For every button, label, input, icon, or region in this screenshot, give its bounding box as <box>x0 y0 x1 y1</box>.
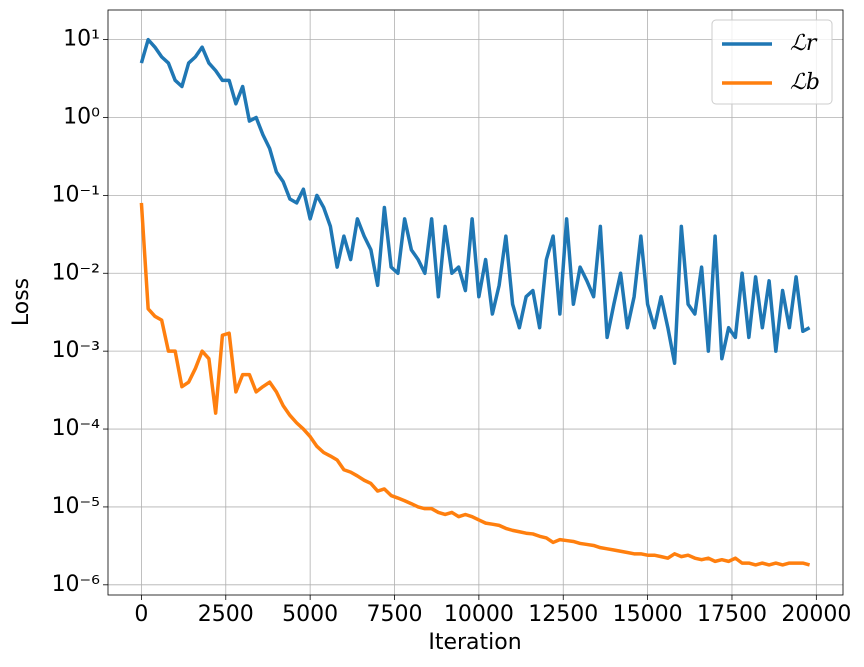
grid: 0 2500 5000 7500 10000 12500 15000 17500 20000 10… <box>52 10 851 627</box>
legend-label: ℒr <box>790 31 818 56</box>
legend: ℒr ℒb <box>711 19 833 105</box>
y-tick-label: 10⁻² <box>52 260 100 285</box>
x-tick-label: 0 <box>134 602 148 627</box>
x-tick-label: 20000 <box>781 602 851 627</box>
y-tick-label: 10⁻¹ <box>52 182 100 207</box>
axes-frame <box>107 9 844 596</box>
data-line <box>139 37 811 365</box>
x-tick-label: 12500 <box>528 602 598 627</box>
y-tick-label: 10⁻³ <box>52 338 100 363</box>
x-tick-label: 2500 <box>198 602 254 627</box>
y-axis-label: Loss <box>9 278 34 326</box>
y-tick-label: 10¹ <box>63 27 100 52</box>
plot-area <box>139 37 811 567</box>
x-tick-label: 10000 <box>444 602 514 627</box>
x-tick-label: 7500 <box>367 602 423 627</box>
x-tick-label: 17500 <box>697 602 767 627</box>
x-axis-label: Iteration <box>428 630 521 655</box>
y-tick-label: 10⁻⁵ <box>52 494 100 519</box>
y-tick-label: 10⁻⁶ <box>52 572 101 597</box>
legend-label: ℒb <box>790 70 820 95</box>
x-tick-label: 5000 <box>282 602 338 627</box>
data-line <box>139 202 811 567</box>
x-tick-label: 15000 <box>613 602 683 627</box>
y-tick-label: 10⁻⁴ <box>52 416 101 441</box>
y-tick-label: 10⁰ <box>63 104 100 129</box>
